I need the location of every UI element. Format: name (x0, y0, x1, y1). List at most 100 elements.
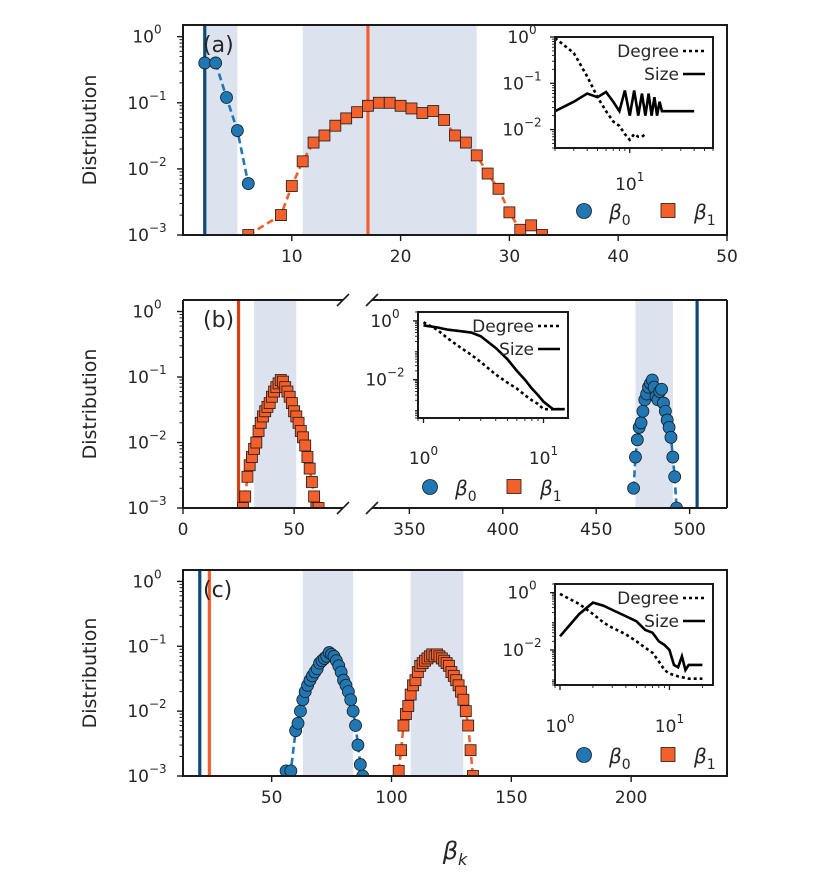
data-point-beta1 (394, 99, 407, 112)
data-point-beta0 (284, 764, 298, 776)
data-point-beta0 (349, 719, 362, 732)
data-point-beta1 (397, 719, 410, 732)
data-point-beta1 (312, 502, 325, 508)
legend: β0 β1 (576, 744, 716, 773)
data-point-beta1 (514, 223, 527, 235)
legend: β0 β1 (576, 200, 716, 229)
legend-label-beta1: β1 (693, 200, 716, 229)
data-point-beta1 (299, 439, 312, 452)
x-tick-label: 150 (495, 788, 527, 808)
inset-legend-size: Size (644, 65, 679, 85)
y-tick-label: 10−2 (127, 429, 166, 454)
data-point-beta1 (241, 470, 254, 483)
data-point-beta0 (630, 433, 644, 447)
data-point-beta1 (459, 705, 472, 718)
inset-y-tick-label: 10−2 (502, 116, 541, 141)
legend-label-beta0: β0 (608, 200, 631, 229)
data-point-beta1 (275, 209, 287, 221)
x-tick-label: 0 (178, 520, 189, 540)
inset-plot (559, 592, 703, 680)
inset-y-tick-label: 100 (507, 579, 536, 604)
inset-y-tick-label: 10−2 (365, 366, 404, 391)
data-point-beta1 (438, 114, 451, 126)
x-tick-label: 50 (283, 520, 305, 540)
data-point-beta1 (237, 502, 249, 508)
inset-legend-degree: Degree (472, 317, 534, 337)
data-point-beta1 (383, 96, 396, 109)
x-tick-label: 50 (261, 788, 283, 808)
data-point-beta1 (457, 693, 470, 706)
inset-x-tick-label: 101 (655, 712, 684, 737)
inset-legend-degree: Degree (617, 589, 679, 609)
inset-c: 100 10−2 100 101 Degree Size (502, 579, 714, 737)
y-tick-label: 10−1 (127, 363, 166, 388)
data-point-beta0 (291, 716, 305, 730)
data-point-beta1 (242, 229, 255, 235)
axis-break-mark (365, 293, 379, 307)
inset-plot (422, 321, 565, 411)
inset-y-tick-label: 100 (507, 23, 536, 48)
x-tick-label: 10 (281, 247, 303, 267)
legend-marker-beta0 (422, 479, 438, 495)
inset-line-degree (559, 592, 703, 680)
y-tick-label: 100 (132, 567, 161, 592)
data-point-beta1 (402, 700, 415, 712)
y-tick-label: 10−1 (127, 632, 166, 657)
x-tick-label: 400 (487, 520, 519, 540)
data-point-beta0 (351, 738, 365, 752)
inset-y-tick-label: 10−1 (502, 69, 541, 94)
data-point-beta0 (636, 404, 650, 418)
data-point-beta0 (241, 177, 255, 190)
data-point-beta0 (668, 470, 682, 484)
legend-label-beta0: β0 (608, 744, 631, 773)
data-point-beta1 (405, 102, 418, 115)
axes-frame (182, 569, 728, 777)
data-point-beta1 (305, 476, 318, 488)
data-point-beta0 (346, 704, 360, 718)
y-axis-label: Distribution (79, 349, 101, 460)
data-point-beta1 (536, 229, 548, 235)
data-point-beta0 (220, 91, 233, 104)
data-point-beta0 (629, 450, 642, 464)
data-point-beta1 (503, 206, 516, 219)
data-point-beta1 (340, 112, 353, 125)
legend-marker-beta0 (576, 747, 592, 763)
panel-label: (a) (203, 33, 234, 58)
panel-c: 100 10−1 10−2 10−3 50 100 150 200 Distribution (c… (79, 567, 728, 808)
inset-frame (554, 583, 714, 686)
data-point-beta1 (308, 490, 321, 503)
data-point-beta1 (416, 107, 429, 119)
plot-area-a (198, 25, 548, 235)
legend-label-beta1: β1 (539, 476, 562, 505)
inset-y-tick-label: 10−2 (502, 636, 541, 661)
data-point-beta1 (351, 106, 363, 119)
axis-break-mark (365, 501, 379, 515)
data-point-beta1 (329, 119, 342, 132)
axis-break-mark (336, 501, 350, 515)
plot-area-b (236, 300, 699, 508)
x-tick-label: 500 (673, 520, 705, 540)
data-point-beta0 (634, 416, 648, 430)
x-tick-label: 450 (580, 520, 612, 540)
data-point-beta0 (198, 56, 212, 70)
x-tick-label: 30 (499, 247, 521, 267)
y-tick-label: 100 (132, 298, 161, 323)
y-tick-label: 10−3 (127, 494, 166, 519)
inset-legend-size: Size (644, 612, 679, 632)
data-point-beta1 (462, 719, 475, 732)
data-point-beta1 (239, 490, 252, 503)
data-point-beta0 (230, 124, 244, 137)
y-tick-label: 10−3 (127, 762, 166, 787)
data-point-beta1 (464, 744, 477, 757)
data-point-beta0 (670, 501, 683, 508)
data-point-beta1 (303, 462, 316, 475)
inset-x-tick-label: 100 (545, 712, 574, 737)
legend: β0 β1 (422, 476, 562, 505)
data-point-beta1 (285, 180, 298, 192)
y-tick-label: 10−2 (127, 697, 166, 722)
legend-marker-beta1 (660, 747, 676, 762)
data-point-beta0 (655, 382, 669, 396)
data-point-beta1 (395, 744, 407, 757)
data-point-beta0 (344, 693, 358, 707)
